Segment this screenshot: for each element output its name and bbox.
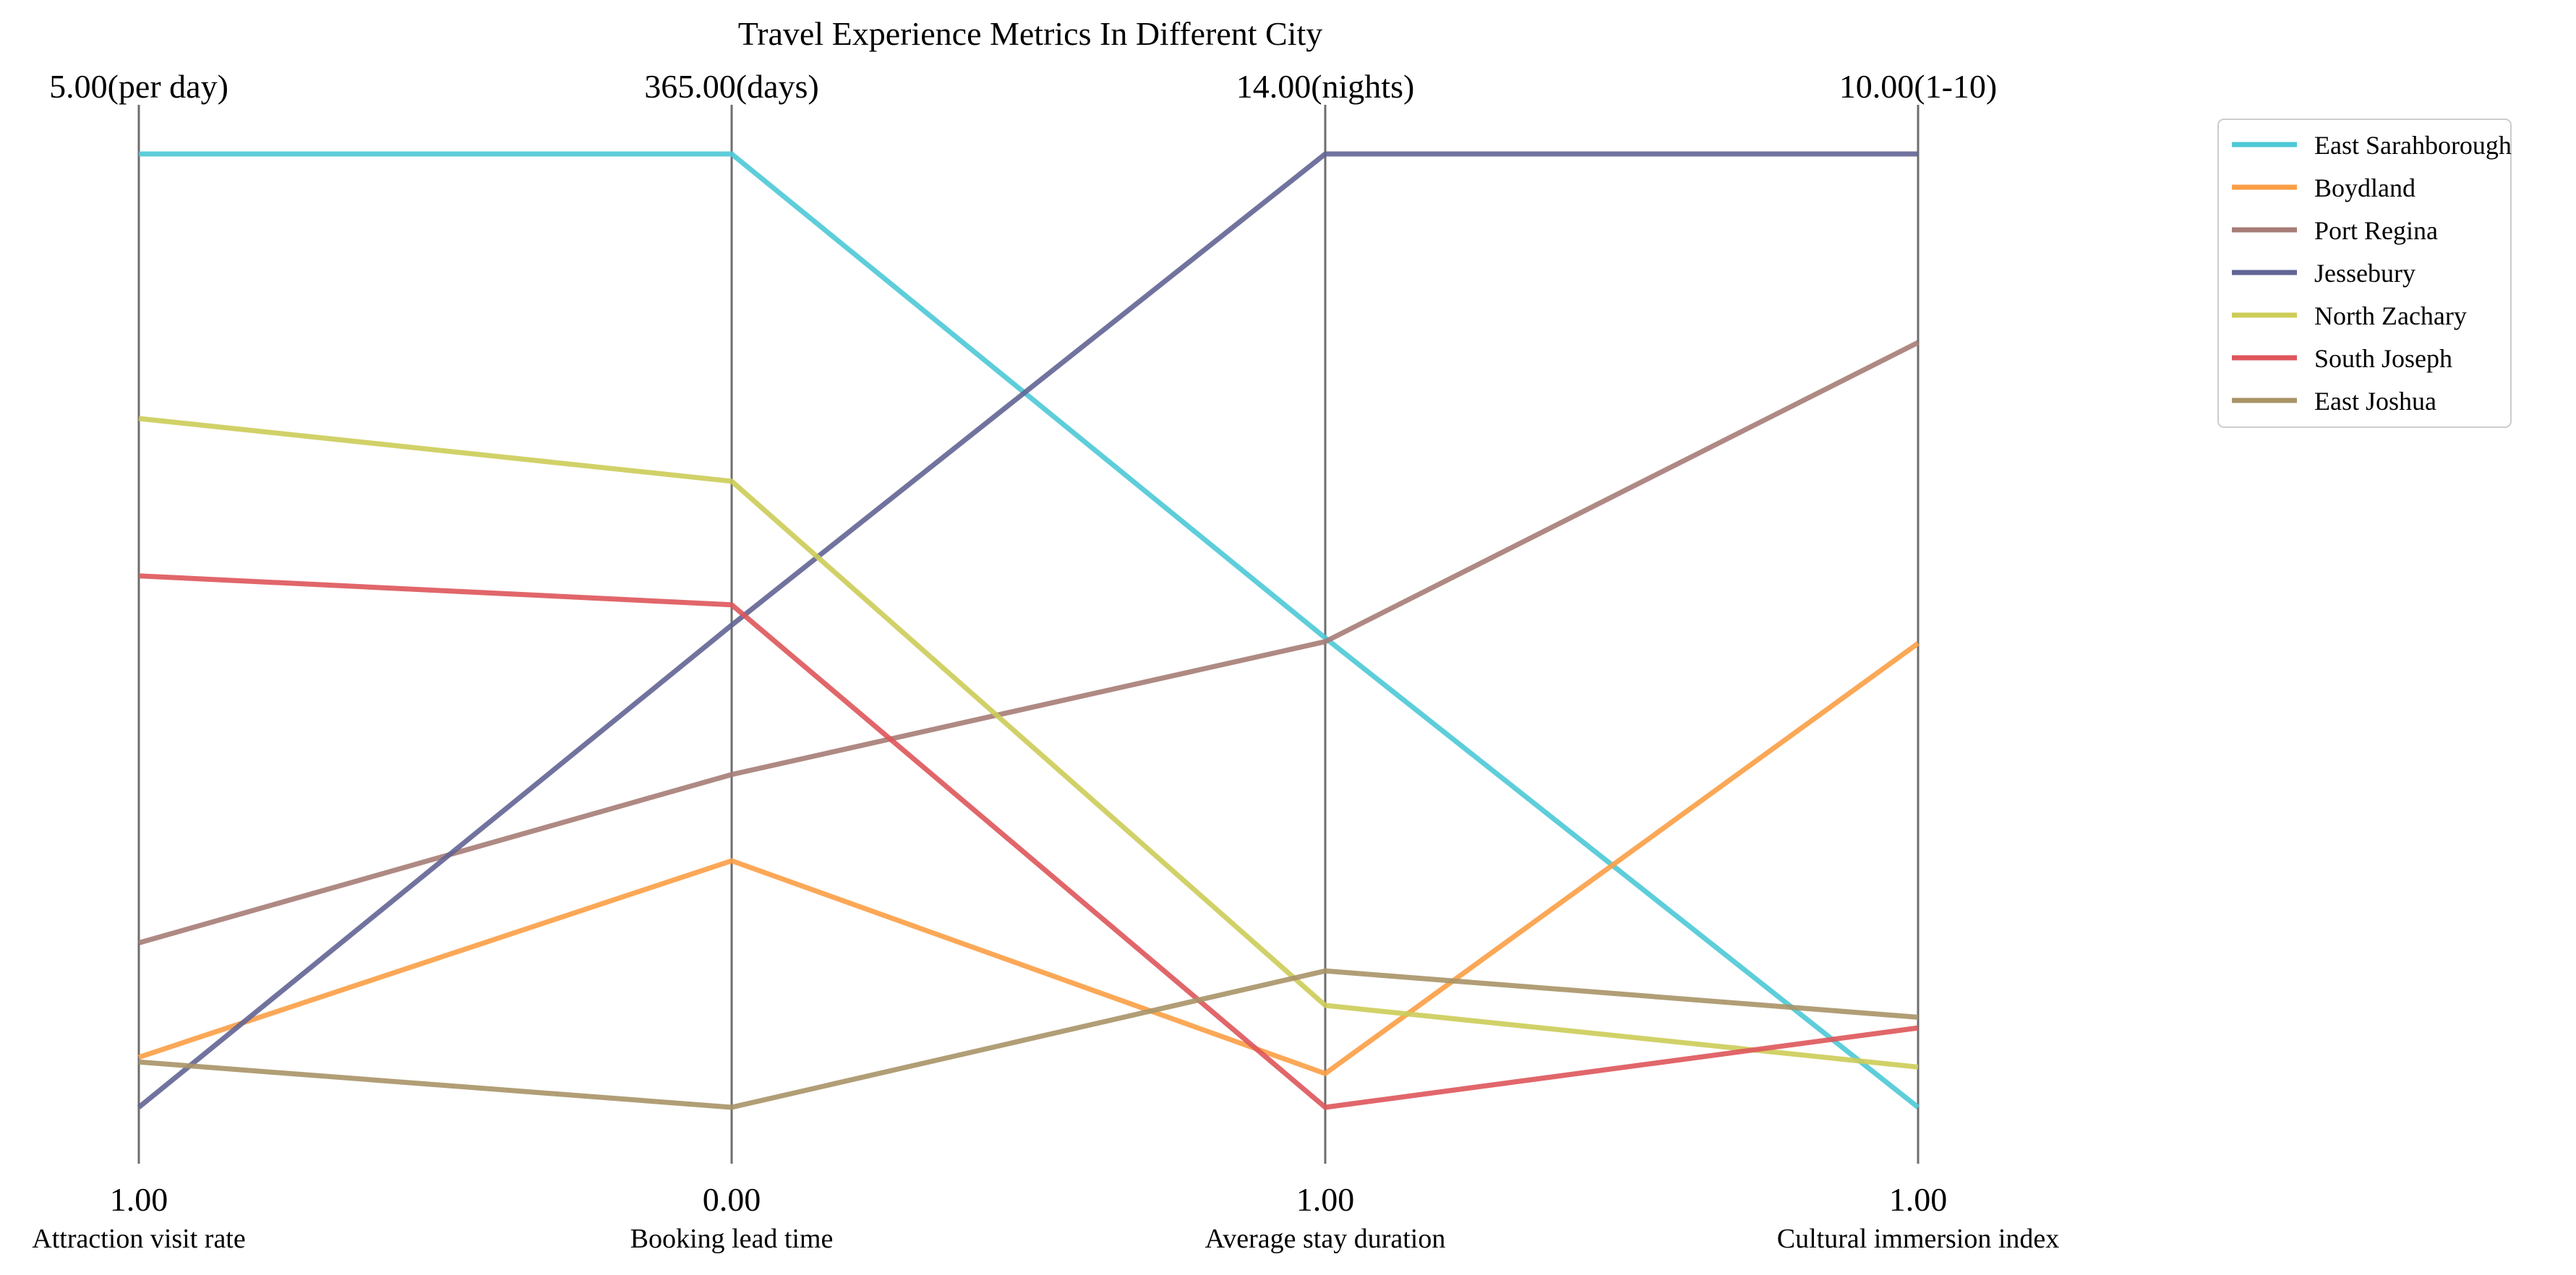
legend-label: East Sarahborough xyxy=(2314,131,2512,160)
legend-label: Boydland xyxy=(2314,173,2415,202)
axes-group: 5.00(per day) 1.00 Attraction visit rate 36… xyxy=(32,68,2059,1254)
legend-items: East Sarahborough Boydland Port Regina Jess… xyxy=(2232,131,2512,416)
series-lines-group xyxy=(137,151,1920,1110)
series-line xyxy=(137,151,1918,1109)
axis-title: Attraction visit rate xyxy=(32,1224,245,1254)
legend: East Sarahborough Boydland Port Regina Jess… xyxy=(2217,119,2512,428)
axis-max-label: 10.00(1-10) xyxy=(1839,68,1997,105)
series-line xyxy=(139,151,1920,1109)
legend-label: South Joseph xyxy=(2314,344,2452,373)
series-line xyxy=(138,340,1920,945)
axis-max-label: 14.00(nights) xyxy=(1236,68,1415,105)
legend-label: North Zachary xyxy=(2314,301,2467,330)
axis-min-label: 0.00 xyxy=(703,1181,761,1218)
legend-label: Port Regina xyxy=(2314,216,2438,245)
legend-label: Jessebury xyxy=(2314,259,2415,288)
series-line xyxy=(137,641,1920,1076)
axis-title: Cultural immersion index xyxy=(1777,1224,2060,1254)
axis-title: Booking lead time xyxy=(630,1224,834,1254)
series-line xyxy=(138,573,1919,1110)
axis-max-label: 365.00(days) xyxy=(644,68,818,105)
axis-max-label: 5.00(per day) xyxy=(49,68,228,105)
legend-frame xyxy=(2217,119,2512,428)
axis-min-label: 1.00 xyxy=(1889,1181,1948,1218)
axis-min-label: 1.00 xyxy=(110,1181,168,1218)
chart-title: Travel Experience Metrics In Different C… xyxy=(738,15,1323,52)
series-line xyxy=(138,416,1919,1070)
legend-label: East Joshua xyxy=(2314,387,2436,416)
axis-min-label: 1.00 xyxy=(1296,1181,1355,1218)
series-line xyxy=(138,968,1919,1110)
axis-title: Average stay duration xyxy=(1205,1224,1446,1254)
